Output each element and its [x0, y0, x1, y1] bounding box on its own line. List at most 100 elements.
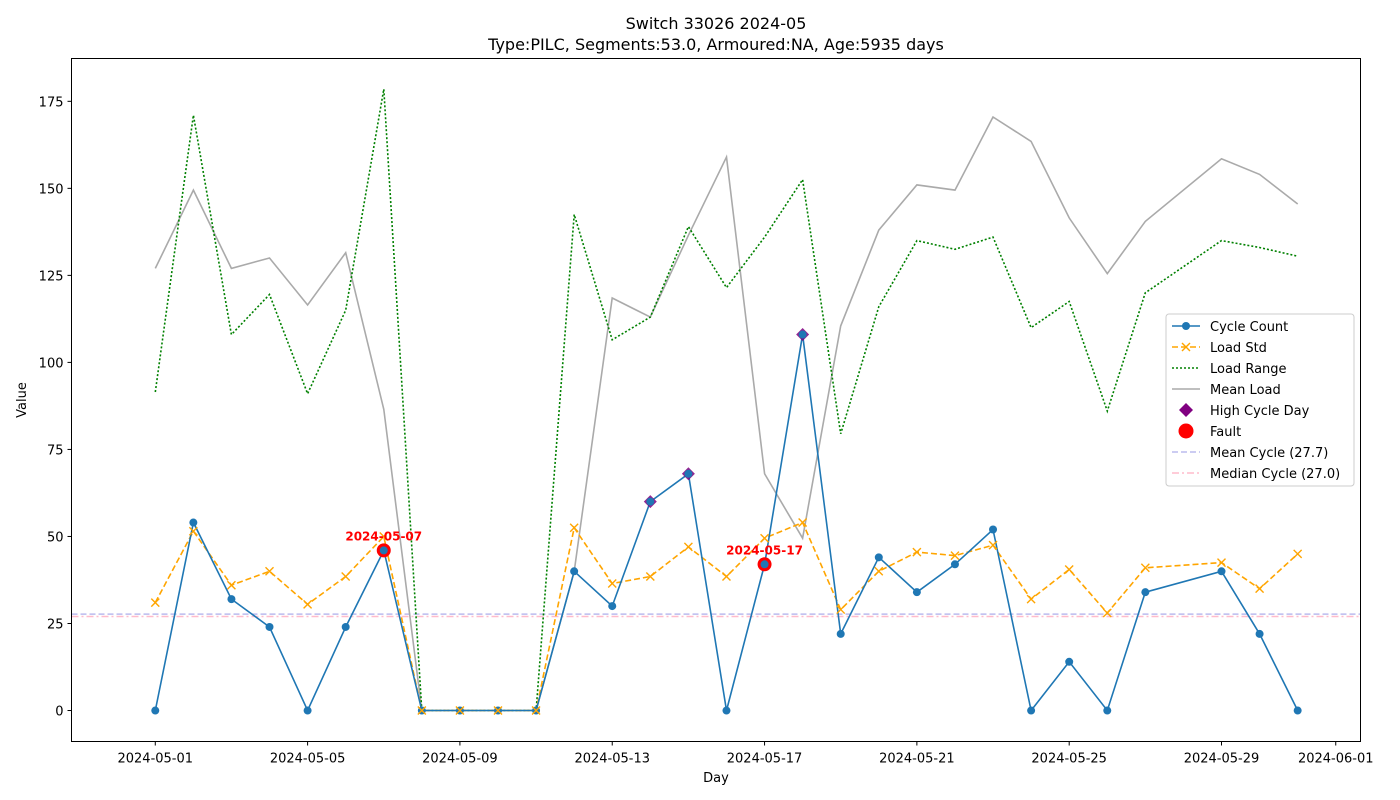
series-0-point-18	[836, 629, 845, 638]
series-1-point-18	[836, 605, 846, 615]
y-tick-label-7: 175	[39, 95, 64, 110]
y-tick-label-2: 50	[47, 530, 64, 545]
series-line-2	[154, 88, 1298, 712]
series-1-point-19	[874, 566, 884, 576]
series-0-point-28	[1255, 629, 1264, 638]
x-axis: 2024-05-01 2024-05-05 2024-05-09 2024-05-13…	[117, 741, 1374, 767]
plot-area: 2024-05-07 2024-05-17	[71, 88, 1361, 716]
chart-subtitle: Type:PILC, Segments:53.0, Armoured:NA, A…	[487, 35, 944, 54]
plot-frame	[71, 58, 1361, 742]
series-1-point-11	[569, 523, 579, 533]
legend-swatch-4	[1179, 403, 1193, 417]
series-0-point-11	[570, 567, 579, 576]
legend-marker-0	[1182, 322, 1190, 330]
series-1-point-27	[1217, 558, 1227, 568]
series-1-point-24	[1064, 565, 1074, 575]
series-1-point-7	[417, 706, 427, 716]
legend-item-3: Mean Load	[1172, 383, 1281, 398]
series-1-point-16	[760, 533, 770, 543]
series-0-point-20	[912, 588, 921, 597]
series-1-point-5	[341, 571, 351, 581]
fault-label-0: 2024-05-07	[345, 529, 422, 543]
y-tick-label-3: 75	[47, 443, 64, 458]
series-0-point-4	[303, 706, 312, 715]
legend-frame	[1165, 313, 1355, 487]
series-1-point-23	[1026, 594, 1036, 604]
legend-label-2: Load Range	[1210, 362, 1287, 377]
x-tick-label-8: 2024-06-01	[1298, 752, 1374, 767]
x-tick-label-1: 2024-05-05	[270, 752, 346, 767]
series-1-point-29	[1293, 549, 1303, 559]
series-0-point-12	[608, 602, 617, 611]
series-0-point-3	[265, 622, 274, 631]
series-1-point-15	[721, 571, 731, 581]
series-1-point-2	[226, 580, 236, 590]
legend-label-5: Fault	[1210, 425, 1241, 440]
y-tick-label-4: 100	[39, 356, 64, 371]
series-1-point-12	[607, 578, 617, 588]
series-0-point-21	[950, 560, 959, 569]
series-0-point-5	[341, 622, 350, 631]
series-0-point-0	[151, 706, 160, 715]
y-axis-label: Value	[15, 382, 30, 418]
legend-label-6: Mean Cycle (27.7)	[1210, 446, 1328, 461]
y-axis: 0 25 50 75 100 125 150 175	[39, 95, 72, 720]
series-1-point-9	[493, 706, 503, 716]
series-0-point-24	[1065, 657, 1074, 666]
x-axis-label: Day	[703, 771, 729, 786]
x-tick-label-0: 2024-05-01	[117, 752, 193, 767]
chart-title: Switch 33026 2024-05	[626, 14, 807, 33]
series-0-point-29	[1293, 706, 1302, 715]
legend-item-6: Mean Cycle (27.7)	[1172, 446, 1328, 461]
series-1-point-21	[950, 551, 960, 561]
y-tick-label-5: 125	[39, 269, 64, 284]
series-0-point-23	[1027, 706, 1036, 715]
legend-label-0: Cycle Count	[1210, 320, 1288, 335]
legend-label-4: High Cycle Day	[1210, 404, 1310, 419]
legend-item-0: Cycle Count	[1172, 320, 1288, 335]
series-0-point-2	[227, 595, 236, 604]
series-0-point-27	[1217, 567, 1226, 576]
series-1-point-10	[531, 706, 541, 716]
series-1-point-8	[455, 706, 465, 716]
fault-point-0	[379, 546, 388, 555]
high-cycle-day-point-2	[798, 330, 807, 339]
series-1-point-4	[303, 599, 313, 609]
series-1-point-22	[988, 540, 998, 550]
series-0-point-1	[189, 518, 198, 527]
series-0-point-26	[1141, 588, 1150, 597]
y-tick-label-0: 0	[55, 705, 63, 720]
x-tick-label-3: 2024-05-13	[574, 752, 650, 767]
legend-label-3: Mean Load	[1210, 383, 1281, 398]
x-tick-label-4: 2024-05-17	[727, 752, 803, 767]
legend-item-2: Load Range	[1172, 362, 1287, 377]
y-tick-label-1: 25	[47, 617, 64, 632]
series-1-point-14	[683, 542, 693, 552]
legend-item-4: High Cycle Day	[1179, 403, 1310, 419]
legend: Cycle Count Load Std Load Range Mean Load Hi…	[1165, 313, 1355, 487]
legend-label-1: Load Std	[1210, 341, 1267, 356]
series-1-point-1	[188, 526, 198, 536]
x-tick-label-6: 2024-05-25	[1031, 752, 1107, 767]
series-1-point-0	[150, 598, 160, 608]
series-1-point-6	[379, 531, 389, 541]
legend-item-1: Load Std	[1172, 341, 1267, 356]
high-cycle-day-point-0	[646, 497, 655, 506]
x-tick-label-7: 2024-05-29	[1184, 752, 1260, 767]
x-tick-label-5: 2024-05-21	[879, 752, 955, 767]
series-1-point-3	[265, 566, 275, 576]
legend-item-5: Fault	[1178, 423, 1241, 440]
series-1-point-26	[1140, 563, 1150, 573]
series-1-point-25	[1102, 608, 1112, 618]
series-1-point-17	[798, 518, 808, 528]
legend-label-7: Median Cycle (27.0)	[1210, 467, 1340, 482]
legend-item-7: Median Cycle (27.0)	[1172, 467, 1340, 482]
series-0-point-15	[722, 706, 731, 715]
fault-label-1: 2024-05-17	[726, 543, 803, 557]
y-tick-label-6: 150	[39, 182, 64, 197]
legend-marker-1-b	[1181, 342, 1191, 352]
series-0-point-22	[989, 525, 998, 534]
x-tick-label-2: 2024-05-09	[422, 752, 498, 767]
series-0-point-19	[874, 553, 883, 562]
